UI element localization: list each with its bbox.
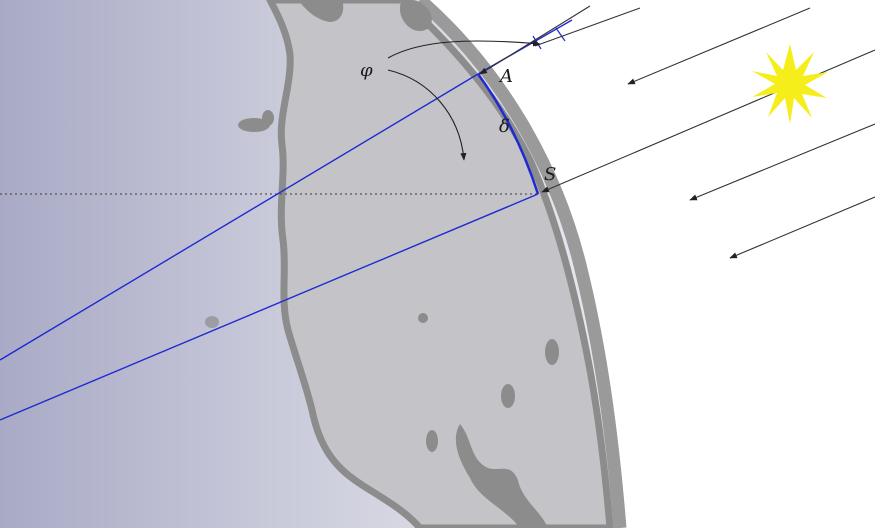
- coast-inlet: [298, 0, 344, 22]
- lake-shape: [418, 313, 428, 323]
- phi-label: φ: [360, 60, 373, 81]
- point-a-label: A: [498, 66, 513, 87]
- coast-inlet: [399, 0, 432, 32]
- lake-shape: [238, 118, 270, 132]
- arc-delta-label: δ: [499, 116, 510, 137]
- land-mass: [266, 0, 614, 528]
- lake-shape: [426, 430, 438, 452]
- sun-ray: [689, 123, 875, 201]
- lake-shape: [205, 316, 219, 328]
- sun-ray: [479, 5, 591, 75]
- lake-shape: [545, 339, 559, 365]
- arc-delta: [476, 73, 540, 195]
- phi-arrow-to-centre: [387, 69, 467, 161]
- lake-shape: [262, 110, 274, 126]
- sun-ray: [627, 7, 811, 85]
- sun-ray: [534, 7, 641, 47]
- phi-arrow-to-angle: [387, 40, 541, 59]
- radius-through-a: [0, 73, 479, 361]
- coast-inlet: [455, 424, 548, 528]
- lake-shape: [501, 384, 515, 408]
- point-s-label: S: [544, 164, 556, 185]
- angle-mark: [555, 27, 566, 42]
- sun-icon: [752, 44, 828, 124]
- radius-through-s: [0, 193, 539, 421]
- sun-ray: [729, 196, 875, 259]
